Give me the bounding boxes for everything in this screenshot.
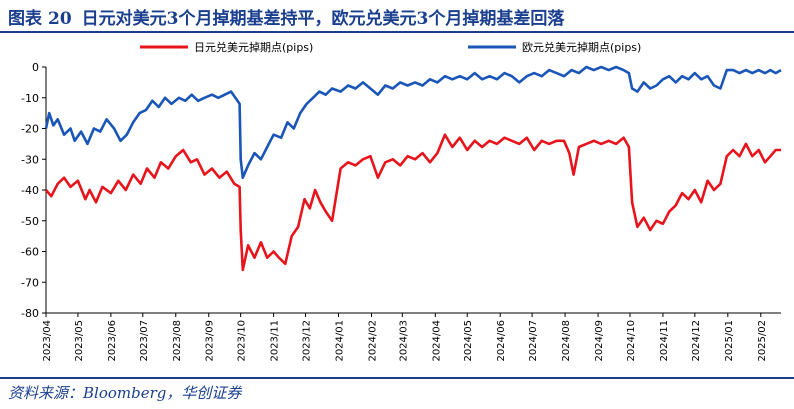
- legend-label-jpy: 日元兑美元掉期点(pips): [194, 40, 313, 54]
- series-line-jpy: [45, 133, 781, 272]
- x-tick-label: 2025/02: [757, 320, 768, 362]
- x-tick-label: 2024/10: [626, 320, 637, 362]
- y-tick-label: -30: [21, 153, 39, 166]
- x-tick-label: 2024/09: [594, 320, 605, 362]
- figure-title-text: 日元对美元3个月掉期基差持平，欧元兑美元3个月掉期基差回落: [81, 9, 565, 29]
- y-tick-label: -10: [21, 92, 39, 105]
- swap-basis-line-chart: 日元兑美元掉期点(pips) 欧元兑美元掉期点(pips) 0 -10 -20 -30 -…: [21, 40, 782, 362]
- series-line-eur: [44, 65, 782, 179]
- x-tick-label: 2024/01: [335, 320, 346, 362]
- y-tick-label: -60: [21, 246, 39, 259]
- x-tick-label: 2024/05: [463, 320, 474, 362]
- y-tick-label: -70: [21, 276, 39, 289]
- figure-number: 20: [48, 9, 72, 29]
- y-tick-label: 0: [32, 61, 39, 74]
- figure-title: 图表 20 日元对美元3个月掉期基差持平，欧元兑美元3个月掉期基差回落: [8, 4, 564, 29]
- x-tick-label: 2024/02: [367, 320, 378, 362]
- x-tick-label: 2023/04: [42, 320, 53, 362]
- x-tick-label: 2023/11: [270, 320, 281, 362]
- source-rule: [0, 377, 794, 379]
- x-tick-label: 2024/06: [496, 320, 507, 362]
- legend: 日元兑美元掉期点(pips) 欧元兑美元掉期点(pips): [140, 40, 641, 54]
- x-tick-label: 2023/07: [139, 320, 150, 362]
- x-tick-label: 2023/06: [107, 320, 118, 362]
- y-tick-label: -80: [21, 307, 39, 320]
- x-tick-label: 2024/07: [528, 320, 539, 362]
- x-tick-label: 2024/11: [659, 320, 670, 362]
- legend-label-eur: 欧元兑美元掉期点(pips): [522, 40, 641, 54]
- x-tick-label: 2023/05: [74, 320, 85, 362]
- x-tick-label: 2023/10: [237, 320, 248, 362]
- x-tick-label: 2023/12: [302, 320, 313, 362]
- x-tick-label: 2025/01: [724, 320, 735, 362]
- x-tick-label: 2023/08: [172, 320, 183, 362]
- title-rule: [0, 31, 794, 33]
- y-tick-label: -20: [21, 123, 39, 136]
- x-tick-label: 2024/12: [691, 320, 702, 362]
- x-tick-label: 2023/09: [205, 320, 216, 362]
- x-tick-label: 2024/04: [431, 320, 442, 362]
- x-tick-label: 2024/08: [561, 320, 572, 362]
- x-tick-label: 2024/03: [398, 320, 409, 362]
- source-note: 资料来源：Bloomberg，华创证券: [8, 384, 242, 402]
- y-tick-label: -50: [21, 215, 39, 228]
- y-tick-label: -40: [21, 184, 39, 197]
- figure-label: 图表: [8, 9, 42, 29]
- series-lines: [44, 65, 782, 272]
